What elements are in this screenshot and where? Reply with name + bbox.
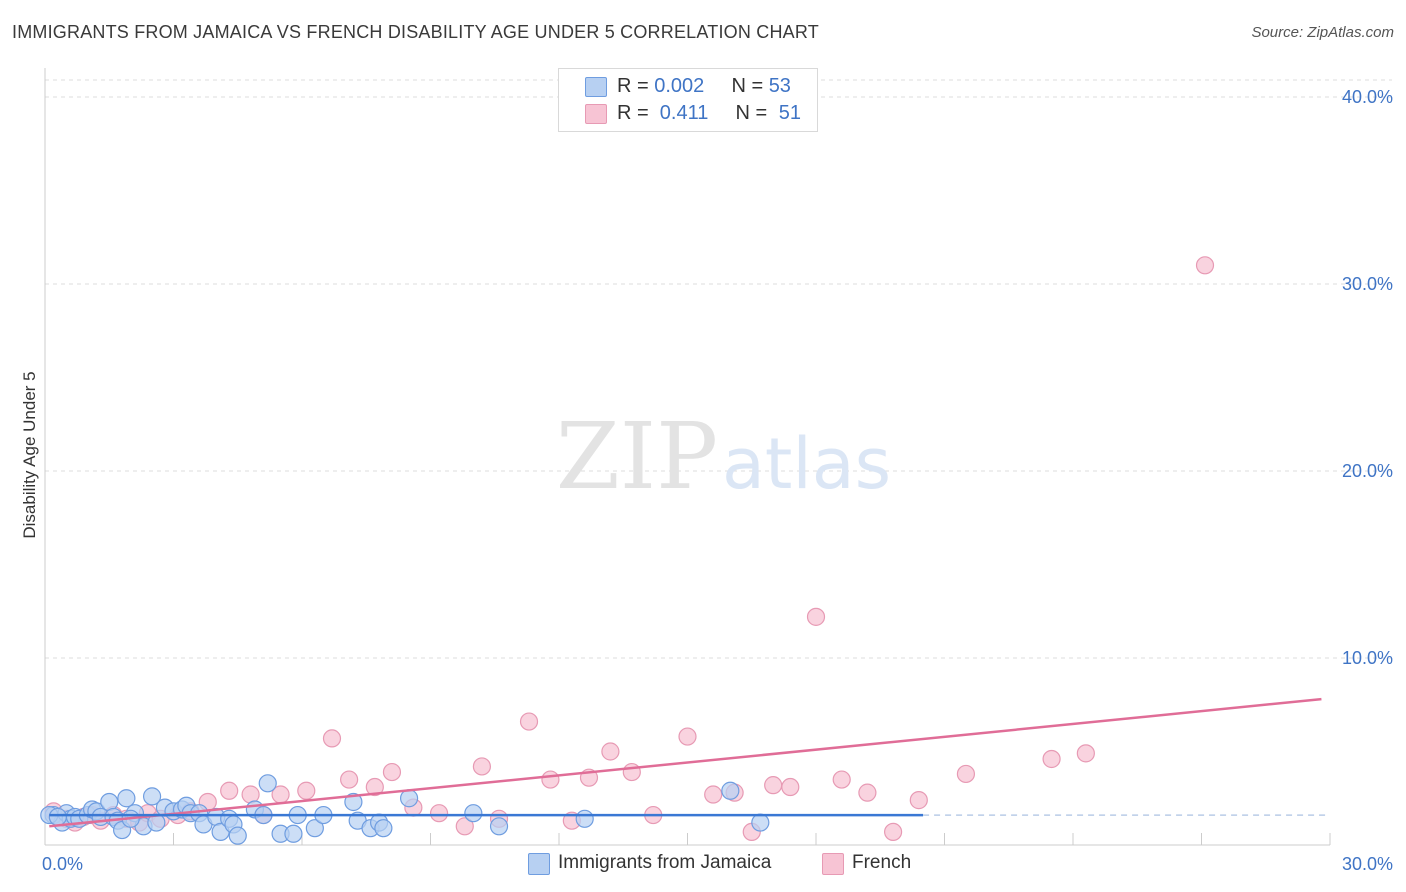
french-points [44, 256, 1215, 842]
legend-r-value: 0.411 [654, 102, 709, 124]
jamaica-point [142, 787, 162, 806]
source-credit: Source: ZipAtlas.com [1251, 24, 1394, 41]
french-point [220, 781, 239, 800]
french-point [541, 770, 560, 789]
french-point [781, 777, 800, 797]
french-point [956, 764, 976, 784]
french-point [678, 727, 697, 746]
french-point [241, 785, 260, 804]
trend-lines [49, 697, 1330, 828]
jamaica-point [464, 804, 483, 823]
french-point [455, 817, 474, 836]
french-point [764, 776, 783, 795]
jamaica-point [344, 792, 363, 812]
french-trend-line [49, 697, 1322, 828]
series-legend: Immigrants from Jamaica French [0, 850, 1406, 880]
french-point [704, 785, 723, 804]
french-point [858, 783, 877, 802]
french-point [382, 762, 402, 782]
x-tick-label: 0.0% [42, 854, 83, 874]
jamaica-point [100, 792, 119, 812]
legend-r-label: R = [617, 75, 655, 97]
watermark-atlas: atlas [722, 423, 891, 505]
chart-title: IMMIGRANTS FROM JAMAICA VS FRENCH DISABI… [12, 22, 819, 42]
jamaica-point [399, 789, 419, 808]
jamaica-point [721, 781, 740, 800]
french-point [365, 777, 384, 797]
jamaica-point [751, 813, 770, 832]
legend-r-value: 0.002 [654, 75, 705, 97]
legend-n-value: 53 [768, 75, 791, 97]
french-point [519, 712, 539, 731]
tick-labels: 10.0% 20.0% 30.0% 40.0% 0.0% 30.0% [42, 87, 1393, 874]
jamaica-point [117, 789, 136, 808]
stats-legend: R = 0.002 N = 53 R = 0.411 N = 51 [558, 68, 818, 132]
grid-lines [45, 79, 1392, 659]
x-tick-label: 30.0% [1342, 854, 1393, 874]
jamaica-point [374, 819, 393, 838]
french-point [832, 770, 851, 789]
legend-n-label: N = [731, 75, 769, 97]
legend-swatch-french [822, 853, 844, 875]
jamaica-point [228, 826, 247, 845]
french-point [1042, 749, 1061, 769]
legend-r-label: R = [617, 102, 655, 124]
french-point [883, 822, 903, 842]
legend-swatch-jamaica [528, 853, 550, 875]
french-point [622, 762, 641, 782]
french-point [1076, 744, 1095, 763]
legend-label-french: French [852, 852, 912, 873]
jamaica-point [258, 774, 277, 793]
legend-swatch-jamaica [585, 77, 607, 97]
french-point [472, 757, 491, 776]
axes [44, 68, 1331, 846]
jamaica-point [305, 819, 324, 838]
legend-label-jamaica: Immigrants from Jamaica [558, 852, 772, 873]
french-point [1195, 256, 1215, 275]
jamaica-point [489, 817, 509, 836]
y-tick-label: 30.0% [1342, 274, 1393, 294]
legend-swatch-french [585, 104, 607, 124]
y-tick-label: 10.0% [1342, 648, 1393, 668]
french-point [909, 791, 928, 810]
y-axis-label: Disability Age Under 5 [20, 371, 39, 538]
french-point [297, 781, 316, 800]
jamaica-point [284, 824, 303, 843]
french-point [429, 804, 449, 823]
legend-n-value: 51 [778, 102, 801, 124]
y-tick-label: 20.0% [1342, 461, 1393, 481]
french-point [806, 607, 826, 626]
y-tick-label: 40.0% [1342, 87, 1393, 107]
french-point [340, 770, 359, 789]
french-point [601, 742, 620, 761]
watermark-zip: ZIP [556, 403, 718, 510]
legend-n-label: N = [735, 102, 773, 124]
jamaica-point [575, 809, 594, 828]
jamaica-point [48, 807, 67, 827]
french-point [322, 729, 342, 748]
